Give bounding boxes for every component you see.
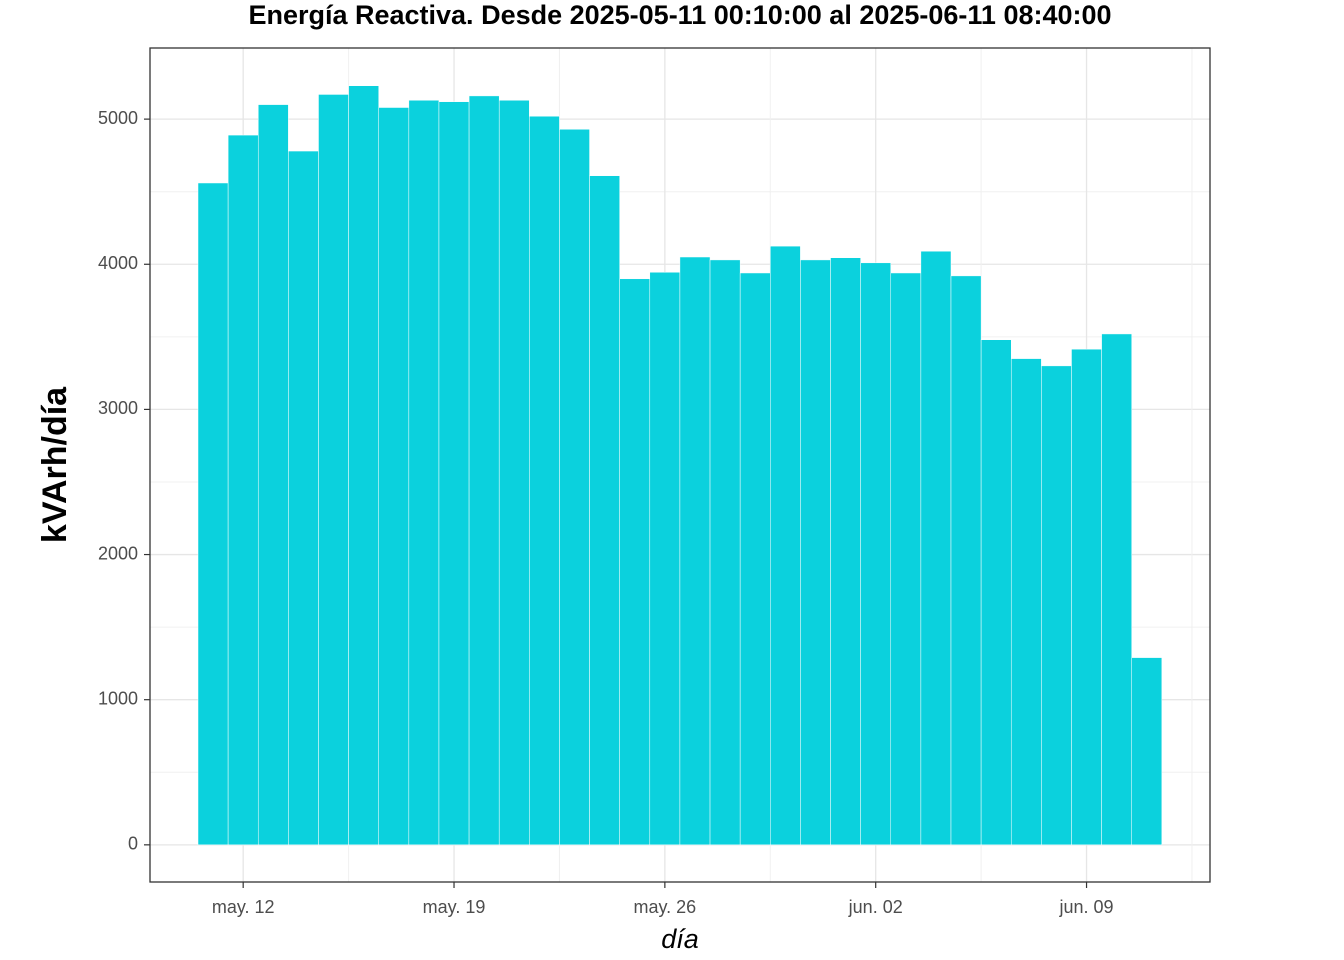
chart-title: Energía Reactiva. Desde 2025-05-11 00:10…	[248, 0, 1111, 30]
bars	[197, 85, 1163, 846]
bar	[288, 150, 319, 846]
bar	[860, 262, 892, 846]
bar	[1131, 657, 1163, 846]
bar	[227, 134, 259, 846]
y-tick-label: 3000	[98, 398, 138, 418]
bar	[890, 272, 922, 846]
y-tick-label: 1000	[98, 688, 138, 708]
bar	[739, 272, 771, 846]
x-tick-label: may. 19	[423, 897, 486, 917]
bar	[468, 95, 500, 846]
bar	[770, 245, 801, 846]
y-tick-label: 0	[128, 834, 138, 854]
bar	[649, 271, 681, 846]
bar	[197, 182, 229, 846]
bar	[498, 100, 530, 846]
y-tick-label: 4000	[98, 253, 138, 273]
bar	[709, 259, 741, 846]
y-tick-label: 2000	[98, 543, 138, 563]
bar	[348, 85, 379, 846]
bar	[800, 259, 831, 846]
bar	[559, 129, 590, 846]
bar	[408, 100, 440, 846]
bar	[679, 256, 711, 846]
bar	[980, 339, 1012, 846]
bar	[378, 107, 410, 846]
bar	[1010, 358, 1042, 846]
y-tick-label: 5000	[98, 108, 138, 128]
bar	[1071, 348, 1102, 846]
bar	[950, 275, 982, 846]
x-tick-label: jun. 02	[848, 897, 903, 917]
bar	[529, 115, 560, 846]
bar	[1101, 333, 1132, 846]
bar	[830, 257, 861, 846]
bar	[318, 94, 349, 846]
bar	[438, 101, 470, 846]
panel-border	[149, 47, 1211, 883]
bar	[589, 175, 620, 846]
x-tick-label: may. 12	[212, 897, 275, 917]
x-tick-label: jun. 09	[1059, 897, 1114, 917]
bar	[619, 278, 651, 846]
x-axis-label: día	[661, 924, 699, 954]
y-axis-label: kVArh/día	[36, 386, 74, 543]
bar	[257, 104, 289, 846]
bar	[920, 250, 952, 846]
bar	[1041, 365, 1072, 846]
x-tick-label: may. 26	[634, 897, 697, 917]
